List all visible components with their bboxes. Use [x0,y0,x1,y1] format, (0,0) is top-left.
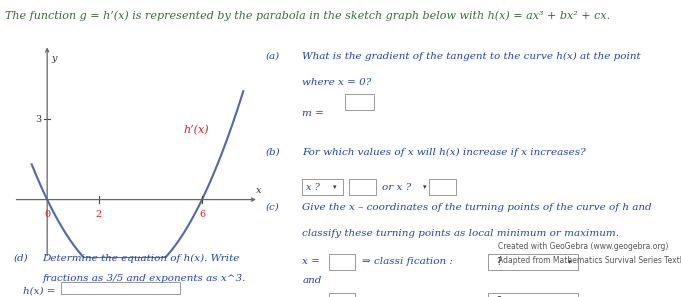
Text: (c): (c) [266,203,279,212]
Text: (d): (d) [14,254,28,263]
Text: 6: 6 [199,210,205,219]
Text: ▾: ▾ [568,259,571,265]
Text: Give the x – coordinates of the turning points of the curve of h and: Give the x – coordinates of the turning … [302,203,652,212]
Text: What is the gradient of the tangent to the curve h(x) at the point: What is the gradient of the tangent to t… [302,52,641,61]
Text: (b): (b) [266,148,280,157]
Text: and: and [302,276,321,285]
Text: ?: ? [496,257,502,267]
Text: m =: m = [302,109,324,118]
Bar [329,293,355,297]
Text: 0: 0 [44,210,50,219]
Bar [349,179,376,195]
Text: h’(x): h’(x) [184,124,210,135]
Bar [488,254,578,270]
Text: Determine the equation of h(x). Write: Determine the equation of h(x). Write [42,254,240,263]
Text: 2: 2 [95,210,102,219]
Text: ?: ? [496,296,502,297]
Bar [329,254,355,270]
Text: fractions as 3/5 and exponents as x^3.: fractions as 3/5 and exponents as x^3. [42,274,246,283]
Text: Created with GeoGebra (www.geogebra.org): Created with GeoGebra (www.geogebra.org) [498,242,669,252]
Text: where x = 0?: where x = 0? [302,78,372,87]
Text: x: x [256,186,262,195]
Text: ▾: ▾ [423,184,426,190]
Text: y: y [52,54,57,63]
Bar [61,282,180,294]
Text: x =: x = [302,257,320,266]
Text: The function g = h’(x) is represented by the parabola in the sketch graph below : The function g = h’(x) is represented by… [5,10,611,21]
Text: (a): (a) [266,52,280,61]
Text: 3: 3 [35,115,42,124]
Text: or x ?: or x ? [382,183,411,192]
Text: ⇒ classi fication :: ⇒ classi fication : [362,257,452,266]
Bar [345,94,374,110]
Text: For which values of x will h(x) increase if x increases?: For which values of x will h(x) increase… [302,148,586,157]
Text: classify these turning points as local minimum or maximum.: classify these turning points as local m… [302,229,619,238]
Text: h(x) =: h(x) = [23,287,56,296]
Text: ▾: ▾ [333,184,336,190]
Bar [429,179,456,195]
Bar [302,179,343,195]
Text: x ?: x ? [306,183,320,192]
Text: Adapted from Mathematics Survival Series Textbook Gr12: Adapted from Mathematics Survival Series… [498,256,681,265]
Bar [488,293,578,297]
